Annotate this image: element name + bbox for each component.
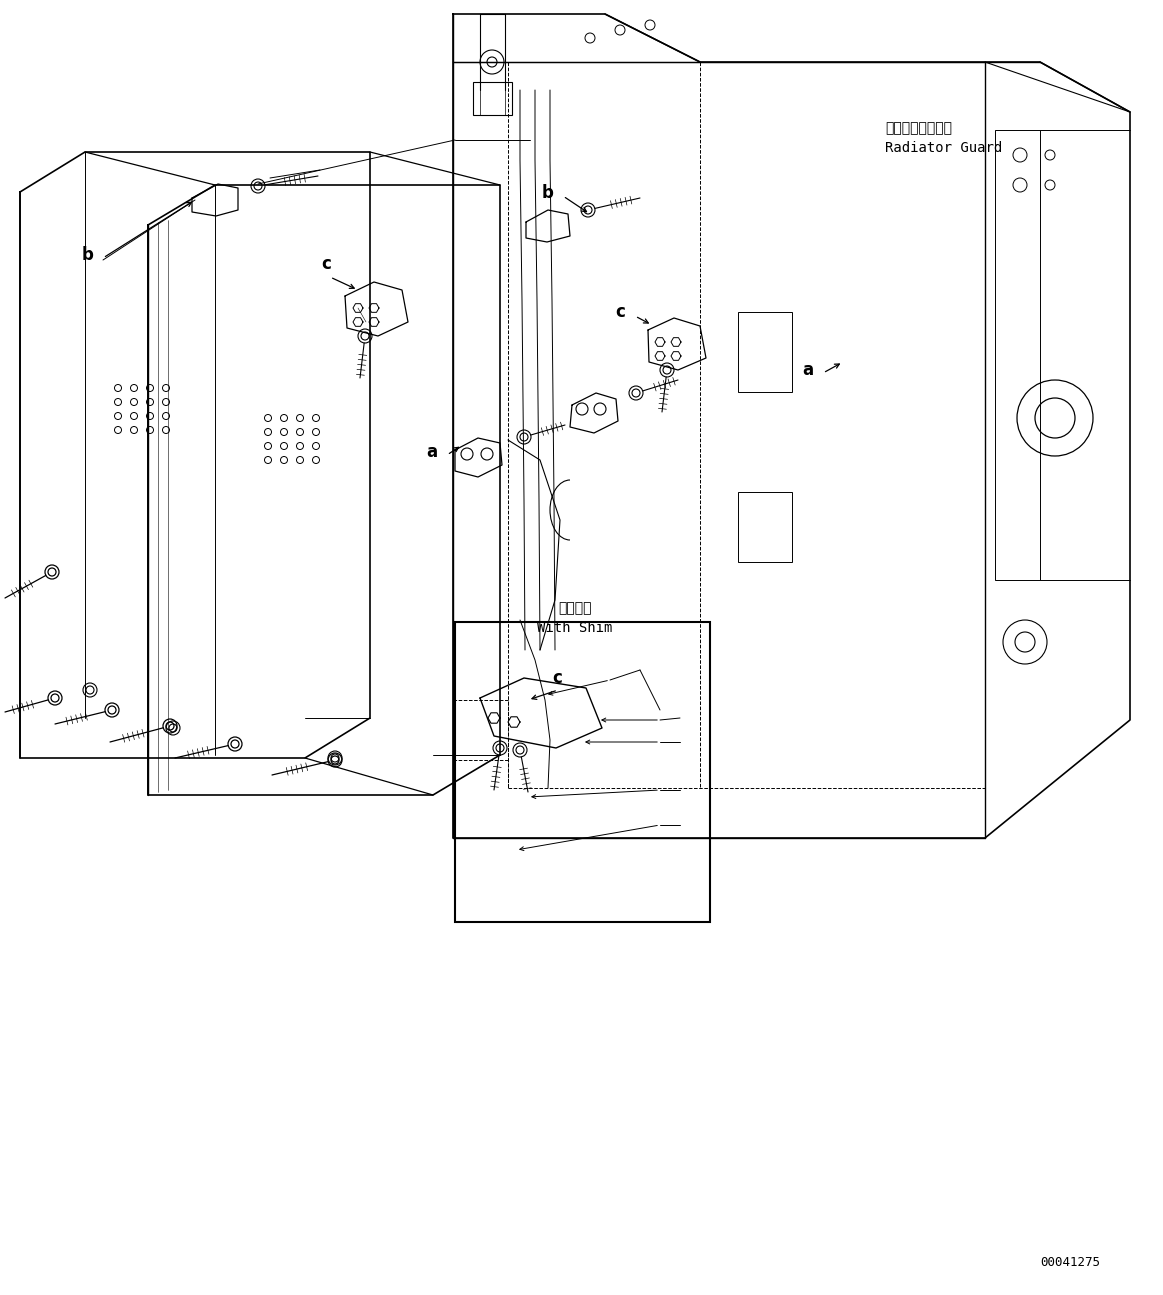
Bar <box>739 492 792 562</box>
Bar <box>996 130 1040 580</box>
Text: c: c <box>552 670 562 688</box>
Text: b: b <box>83 246 94 264</box>
Text: Radiator Guard: Radiator Guard <box>885 141 1003 155</box>
Text: 00041275: 00041275 <box>1040 1256 1100 1269</box>
Bar <box>455 622 709 922</box>
Text: シム付き: シム付き <box>558 601 592 615</box>
Text: a: a <box>427 443 437 461</box>
Text: c: c <box>615 303 625 321</box>
Bar <box>473 82 512 115</box>
Bar <box>739 312 792 392</box>
Text: b: b <box>542 184 554 202</box>
Text: ラジエータガード: ラジエータガード <box>885 120 952 135</box>
Text: With Shim: With Shim <box>537 622 613 635</box>
Text: c: c <box>321 255 331 273</box>
Text: a: a <box>802 361 814 379</box>
